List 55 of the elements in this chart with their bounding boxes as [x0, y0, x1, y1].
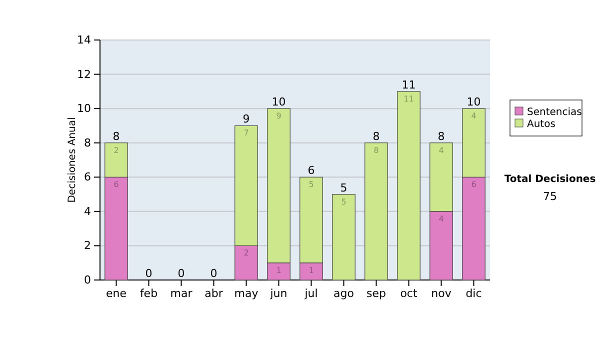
bar	[364, 142, 388, 280]
total-label: 0	[145, 267, 152, 280]
y-tick-label: 14	[77, 34, 91, 47]
text: 75	[543, 190, 557, 203]
legend-label: Autos	[527, 119, 556, 130]
total-label: 6	[308, 164, 315, 178]
data-label: 9	[276, 112, 282, 121]
x-tick-label: abr	[204, 286, 224, 300]
data-label: 11	[404, 94, 414, 104]
x-tick-label: feb	[140, 286, 158, 300]
total-label: 8	[112, 130, 120, 143]
data-label: 2	[114, 146, 119, 155]
data-label: 4	[471, 112, 476, 121]
data-label: 1	[308, 266, 314, 275]
total-label: 5	[340, 181, 348, 194]
total-label: 10	[272, 96, 286, 109]
y-tick-label: 10	[77, 102, 91, 116]
bar	[397, 91, 420, 280]
y-tick-label: 12	[77, 68, 91, 81]
x-tick-label: nov	[431, 286, 452, 300]
data-label: 4	[438, 146, 444, 155]
x-tick-label: jun	[269, 286, 288, 300]
y-tick-label: 2	[84, 239, 91, 252]
total-label: 0	[178, 267, 185, 280]
legend-label: Sentencias	[527, 107, 582, 118]
x-tick-label: jul	[304, 286, 318, 300]
data-label: 7	[244, 128, 249, 138]
y-tick-label: 6	[84, 170, 91, 184]
y-tick-label: 0	[84, 274, 91, 287]
total-label: 8	[372, 130, 380, 143]
data-label: 8	[374, 146, 379, 155]
total-label: 8	[438, 130, 445, 143]
data-label: 6	[114, 180, 119, 190]
x-tick-label: may	[234, 286, 259, 300]
x-tick-label: ago	[334, 286, 354, 300]
data-label: 2	[244, 248, 249, 258]
total-label: 10	[466, 96, 481, 109]
data-label: 5	[308, 180, 314, 190]
total-label: 11	[402, 78, 416, 92]
text: Total Decisiones	[504, 174, 596, 185]
x-tick-label: oct	[400, 286, 418, 300]
bar	[332, 194, 356, 280]
y-tick-label: 8	[84, 136, 91, 150]
y-tick-label: 4	[84, 204, 91, 218]
x-tick-label: dic	[466, 286, 482, 300]
x-tick-label: mar	[170, 286, 193, 300]
total-label: 0	[210, 267, 218, 280]
x-tick-label: ene	[106, 286, 127, 300]
data-label: 5	[341, 197, 346, 206]
y-axis-title: Decisiones Anual	[67, 117, 78, 203]
data-label: 6	[471, 180, 476, 190]
data-label: 4	[438, 214, 444, 224]
data-label: 1	[276, 266, 282, 275]
total-label: 9	[242, 112, 250, 126]
x-tick-label: sep	[366, 286, 386, 300]
